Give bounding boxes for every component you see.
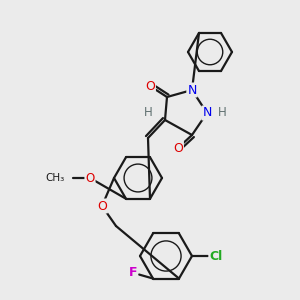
Text: O: O: [97, 200, 107, 212]
Text: H: H: [218, 106, 226, 119]
Text: O: O: [145, 80, 155, 92]
Text: O: O: [173, 142, 183, 154]
Text: N: N: [187, 83, 197, 97]
Text: F: F: [129, 266, 137, 279]
Text: Cl: Cl: [209, 250, 223, 262]
Text: N: N: [202, 106, 212, 119]
Text: O: O: [85, 172, 94, 184]
Text: H: H: [144, 106, 152, 119]
Text: CH₃: CH₃: [46, 173, 65, 183]
